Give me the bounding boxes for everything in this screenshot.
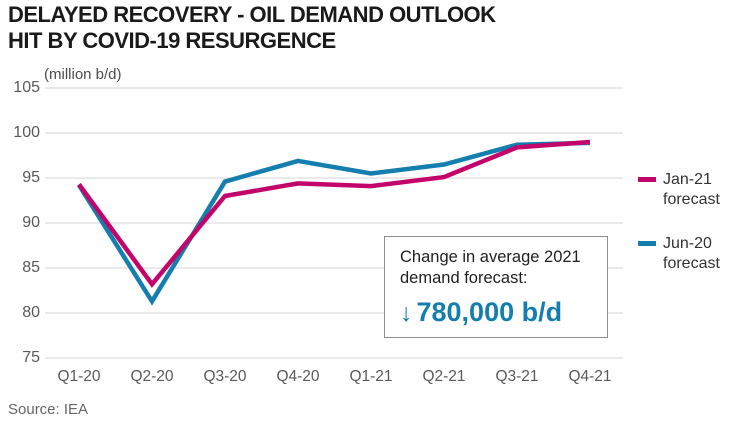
x-axis-tick-label: Q4-20: [276, 368, 320, 385]
annotation-value-text: 780,000 b/d: [416, 297, 563, 327]
source-attribution: Source: IEA: [8, 401, 89, 418]
y-axis-tick-label: 90: [22, 214, 40, 231]
jan-21-line-swatch: [638, 177, 656, 182]
x-axis-tick-label: Q3-20: [203, 368, 247, 385]
y-axis-tick-label: 100: [13, 124, 40, 141]
x-axis-tick-label: Q4-21: [568, 368, 612, 385]
annotation-text-line1: Change in average 2021: [400, 248, 581, 266]
series-line-jan-21-forecast: [77, 139, 591, 288]
x-axis-tick-label: Q1-20: [57, 368, 101, 385]
legend-jan21-line2: forecast: [663, 191, 720, 208]
x-axis-tick-label: Q3-21: [495, 368, 539, 385]
x-axis-tick-label: Q2-20: [130, 368, 174, 385]
y-axis-tick-label: 105: [13, 79, 40, 96]
series-line-jun-20-forecast: [77, 140, 591, 306]
legend-label-jan-21: Jan-21 forecast: [663, 170, 720, 210]
annotation-text-line2: demand forecast:: [400, 269, 528, 287]
legend-item-jan-21: Jan-21 forecast: [638, 170, 720, 210]
chart-legend: Jan-21 forecast Jun-20 forecast: [638, 170, 720, 298]
legend-jun20-line1: Jun-20: [663, 235, 712, 252]
x-axis-tick-label: Q2-21: [422, 368, 466, 385]
legend-item-jun-20: Jun-20 forecast: [638, 234, 720, 274]
y-axis-tick-label: 80: [22, 304, 40, 321]
chart-title: DELAYED RECOVERY - OIL DEMAND OUTLOOK HI…: [8, 2, 608, 54]
annotation-box: Change in average 2021 demand forecast: …: [384, 236, 608, 338]
y-axis-tick-label: 75: [22, 349, 40, 366]
y-axis-tick-label: 85: [22, 259, 40, 276]
down-arrow-icon: ↓: [400, 299, 413, 327]
chart-title-line2: HIT BY COVID-19 RESURGENCE: [8, 28, 336, 53]
legend-jan21-line1: Jan-21: [663, 171, 712, 188]
annotation-text: Change in average 2021 demand forecast:: [400, 247, 607, 289]
y-axis-unit-label: (million b/d): [44, 66, 122, 83]
jun-20-line-swatch: [638, 241, 656, 246]
y-axis-tick-label: 95: [22, 169, 40, 186]
legend-label-jun-20: Jun-20 forecast: [663, 234, 720, 274]
chart-title-line1: DELAYED RECOVERY - OIL DEMAND OUTLOOK: [8, 2, 496, 27]
legend-jun20-line2: forecast: [663, 255, 720, 272]
annotation-value: ↓ 780,000 b/d: [400, 297, 607, 328]
x-axis-tick-label: Q1-21: [349, 368, 393, 385]
